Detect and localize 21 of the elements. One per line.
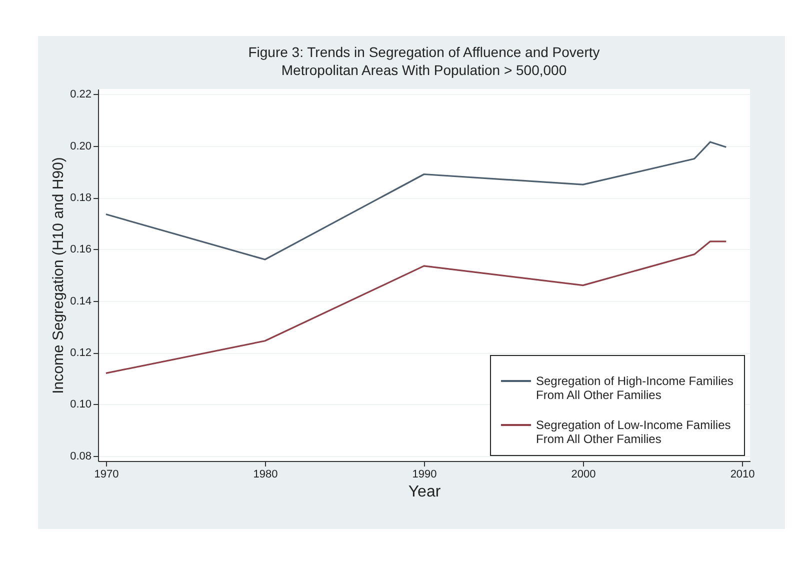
x-tick-label: 2000 <box>571 468 596 480</box>
x-tick-label: 1990 <box>412 468 437 480</box>
line-series <box>105 141 727 260</box>
chart-subtitle: Metropolitan Areas With Population > 500,000 <box>281 62 567 78</box>
y-tick-label: 0.10 <box>70 398 92 411</box>
x-axis-title: Year <box>408 484 442 500</box>
legend-label: Segregation of High-Income Families From All Other Families <box>536 374 734 402</box>
y-axis-title: Income Segregation (H10 and H90) <box>50 157 68 394</box>
x-tick-label: 1980 <box>253 468 278 480</box>
line-series <box>105 240 727 374</box>
y-tick-label: 0.16 <box>70 244 92 256</box>
y-tick-label: 0.20 <box>70 140 92 152</box>
y-tick-label: 0.18 <box>70 192 92 204</box>
y-tick-label: 0.08 <box>70 450 92 462</box>
y-tick-label: 0.14 <box>70 295 92 308</box>
x-tick-label: 1970 <box>94 468 119 480</box>
y-tick-label: 0.22 <box>70 88 92 101</box>
x-tick-label: 2010 <box>730 468 755 480</box>
chart-title: Figure 3: Trends in Segregation of Affluence and Poverty <box>248 44 600 60</box>
legend-label: Segregation of Low-Income Families From All Other Families <box>536 418 731 446</box>
y-tick-label: 0.12 <box>70 347 92 359</box>
